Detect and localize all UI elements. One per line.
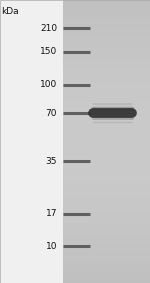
Text: 35: 35 xyxy=(45,157,57,166)
Text: 210: 210 xyxy=(40,24,57,33)
Text: 70: 70 xyxy=(45,109,57,118)
Text: 150: 150 xyxy=(40,47,57,56)
Bar xyxy=(63,0,150,283)
Text: 10: 10 xyxy=(45,242,57,251)
Text: 100: 100 xyxy=(40,80,57,89)
Text: 17: 17 xyxy=(45,209,57,218)
Text: kDa: kDa xyxy=(2,7,19,16)
